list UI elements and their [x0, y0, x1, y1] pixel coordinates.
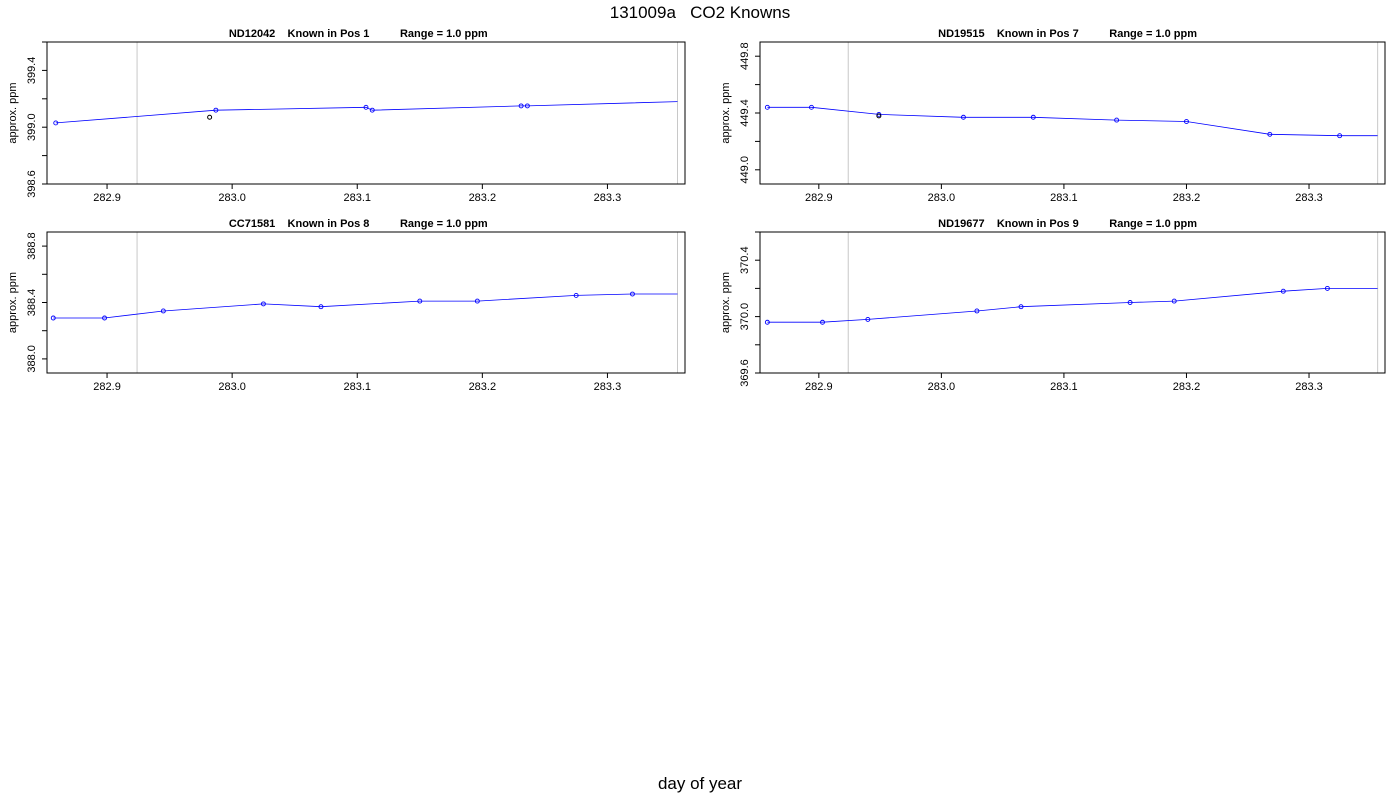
- data-point: [1267, 131, 1273, 137]
- x-tick-label: 283.0: [218, 192, 246, 204]
- data-point: [1114, 117, 1120, 123]
- data-point: [820, 319, 825, 325]
- y-tick-label: 449.4: [739, 99, 751, 127]
- data-point: [213, 107, 219, 113]
- data-point: [630, 291, 635, 297]
- y-tick-label: 370.4: [739, 246, 751, 274]
- x-tick-label: 283.1: [343, 192, 371, 204]
- data-point: [1280, 288, 1286, 294]
- data-point: [1018, 304, 1024, 310]
- figure-title: 131009a CO2 Knowns: [609, 3, 791, 22]
- panel-title: ND19515 Known in Pos 7 Range = 1.0 ppm: [938, 28, 1197, 40]
- chart-panel-4: ND19677 Known in Pos 9 Range = 1.0 ppm 28…: [720, 218, 1386, 393]
- data-point: [1030, 114, 1036, 120]
- data-point: [1171, 298, 1177, 304]
- x-tick-label: 282.9: [93, 381, 121, 393]
- data-point: [1127, 300, 1133, 305]
- chart-panel-1: ND12042 Known in Pos 1 Range = 1.0 ppm 28…: [7, 28, 686, 204]
- x-tick-label: 283.3: [594, 381, 622, 393]
- plot-frame: [46, 231, 686, 374]
- x-tick-label: 283.2: [469, 381, 497, 393]
- data-point: [974, 308, 980, 314]
- y-axis-label: approx. ppm: [720, 82, 732, 143]
- data-point: [53, 120, 59, 126]
- plot-frame: [759, 231, 1386, 374]
- y-tick-label: 399.4: [26, 57, 38, 85]
- x-tick-label: 283.3: [1295, 381, 1323, 393]
- data-point: [518, 103, 524, 109]
- series-line: [55, 101, 678, 124]
- series-line: [767, 287, 1378, 323]
- data-point: [764, 104, 770, 110]
- chart-panel-3: CC71581 Known in Pos 8 Range = 1.0 ppm 28…: [7, 218, 686, 393]
- x-tick-label: 282.9: [805, 381, 833, 393]
- x-tick-label: 283.2: [1173, 381, 1201, 393]
- data-point: [1184, 119, 1189, 124]
- plot-frame: [46, 41, 686, 185]
- x-tick-label: 282.9: [805, 192, 833, 204]
- x-tick-label: 283.1: [1050, 381, 1078, 393]
- data-point: [809, 104, 814, 110]
- panel-title: CC71581 Known in Pos 8 Range = 1.0 ppm: [229, 218, 488, 230]
- x-tick-label: 282.9: [93, 192, 121, 204]
- x-tick-label: 283.0: [928, 192, 956, 204]
- x-tick-label: 283.0: [218, 381, 246, 393]
- data-point: [865, 316, 871, 322]
- data-point: [50, 315, 56, 321]
- series-line: [767, 106, 1378, 137]
- y-axis-label: approx. ppm: [7, 82, 19, 143]
- y-tick-label: 449.8: [739, 42, 751, 70]
- data-point: [417, 298, 423, 304]
- x-tick-label: 283.0: [928, 381, 956, 393]
- data-point: [260, 301, 266, 307]
- x-tick-label: 283.3: [594, 192, 622, 204]
- y-tick-label: 398.6: [26, 170, 38, 198]
- data-point: [960, 114, 966, 120]
- panel-title: ND19677 Known in Pos 9 Range = 1.0 ppm: [938, 218, 1197, 230]
- data-point: [573, 293, 579, 298]
- data-point: [524, 103, 530, 109]
- y-tick-label: 388.0: [26, 345, 38, 373]
- data-point: [102, 315, 107, 321]
- data-point: [764, 319, 770, 325]
- x-tick-label: 283.2: [469, 192, 497, 204]
- data-point: [363, 104, 369, 110]
- y-axis-label: approx. ppm: [720, 272, 732, 333]
- figure-x-axis-label: day of year: [657, 774, 743, 793]
- x-tick-label: 283.1: [343, 381, 371, 393]
- y-tick-label: 449.0: [739, 156, 751, 184]
- series-line: [53, 293, 678, 319]
- x-tick-label: 283.3: [1295, 192, 1323, 204]
- data-point: [318, 304, 324, 310]
- y-tick-label: 399.0: [26, 113, 38, 141]
- data-point: [1324, 285, 1330, 291]
- data-point: [474, 298, 480, 304]
- y-tick-label: 369.6: [739, 359, 751, 387]
- y-axis-label: approx. ppm: [7, 272, 19, 333]
- plot-frame: [759, 41, 1386, 185]
- data-point: [160, 308, 166, 314]
- data-point: [369, 107, 375, 113]
- raw-data-point: [207, 114, 213, 120]
- y-tick-label: 388.8: [26, 232, 38, 260]
- x-tick-label: 283.2: [1173, 192, 1201, 204]
- panel-title: ND12042 Known in Pos 1 Range = 1.0 ppm: [229, 28, 488, 40]
- chart-panel-2: ND19515 Known in Pos 7 Range = 1.0 ppm 28…: [720, 28, 1386, 204]
- data-point: [1337, 133, 1343, 139]
- x-tick-label: 283.1: [1050, 192, 1078, 204]
- y-tick-label: 388.4: [26, 289, 38, 317]
- raw-data-point: [876, 113, 882, 119]
- y-tick-label: 370.0: [739, 303, 751, 331]
